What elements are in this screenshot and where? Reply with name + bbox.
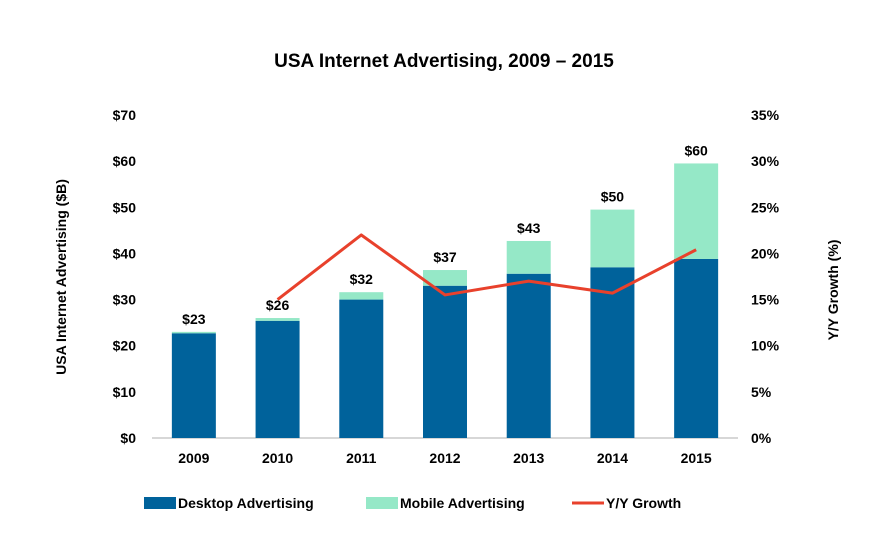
legend-swatch-desktop-advertising — [144, 497, 176, 509]
legend-swatch-mobile-advertising — [366, 497, 398, 509]
y2-tick-label: 0% — [751, 430, 772, 446]
bar-desktop-advertising — [590, 267, 635, 438]
bar-desktop-advertising — [339, 299, 384, 438]
bar-mobile-advertising — [423, 270, 467, 286]
bar-mobile-advertising — [506, 240, 551, 274]
bar-mobile-advertising — [590, 209, 635, 268]
y-tick-label: $60 — [113, 153, 137, 169]
bar-mobile-advertising — [255, 318, 300, 321]
line-yy-growth — [276, 233, 697, 301]
y2-tick-label: 10% — [751, 338, 780, 354]
bar-mobile-advertising — [674, 163, 719, 259]
y2-tick-label: 15% — [751, 292, 780, 308]
bar-total-label: $37 — [433, 249, 457, 265]
x-tick-label: 2009 — [178, 450, 209, 466]
y-tick-label: $70 — [113, 107, 137, 123]
bar-desktop-advertising — [171, 333, 216, 438]
bar-desktop-advertising — [506, 273, 551, 438]
bar-total-label: $50 — [601, 189, 625, 205]
y2-tick-label: 20% — [751, 245, 780, 261]
bar-total-label: $26 — [266, 297, 290, 313]
y2-tick-label: 35% — [751, 107, 780, 123]
y2-tick-label: 25% — [751, 199, 780, 215]
y-tick-label: $50 — [113, 199, 137, 215]
bar-total-label: $60 — [684, 142, 708, 158]
y-tick-label: $40 — [113, 245, 137, 261]
y2-axis-label: Y/Y Growth (%) — [825, 240, 841, 341]
bar-mobile-advertising — [171, 331, 216, 334]
x-tick-label: 2014 — [597, 450, 628, 466]
bar-total-label: $32 — [350, 271, 374, 287]
x-tick-label: 2012 — [429, 450, 460, 466]
legend-label-desktop-advertising: Desktop Advertising — [178, 495, 314, 511]
bar-mobile-advertising — [339, 292, 384, 300]
bar-desktop-advertising — [423, 285, 467, 438]
x-tick-label: 2010 — [262, 450, 293, 466]
legend-label-mobile-advertising: Mobile Advertising — [400, 495, 525, 511]
bar-desktop-advertising — [255, 320, 300, 438]
bar-total-label: $23 — [182, 311, 206, 327]
bar-desktop-advertising — [674, 258, 719, 438]
y-tick-label: $20 — [113, 338, 137, 354]
x-tick-label: 2013 — [513, 450, 544, 466]
y-tick-label: $0 — [120, 430, 136, 446]
y-axis-label: USA Internet Advertising ($B) — [53, 179, 69, 375]
bar-total-label: $43 — [517, 220, 541, 236]
x-tick-label: 2015 — [681, 450, 712, 466]
legend: Desktop Advertising Mobile Advertising Y/Y… — [144, 495, 681, 511]
plot-area: $0 $10 $20 $30 $40 $50 $60 $70 0% 5% 10% 15% 20% 25% 3… — [113, 107, 780, 466]
y2-tick-label: 30% — [751, 153, 780, 169]
x-tick-label: 2011 — [346, 450, 377, 466]
legend-label-y-y-growth: Y/Y Growth — [606, 495, 681, 511]
y-tick-label: $10 — [113, 384, 137, 400]
y-tick-label: $30 — [113, 292, 137, 308]
chart-title: USA Internet Advertising, 2009 – 2015 — [274, 51, 614, 72]
y2-tick-label: 5% — [751, 384, 772, 400]
